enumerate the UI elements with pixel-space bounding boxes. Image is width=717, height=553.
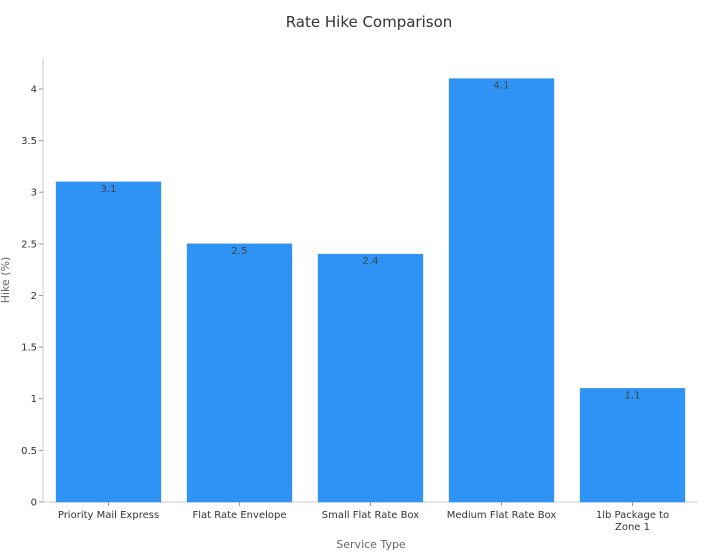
x-tick-label: Priority Mail Express bbox=[58, 510, 159, 521]
data-label: 2.5 bbox=[232, 246, 248, 257]
x-tick-label: Small Flat Rate Box bbox=[322, 510, 419, 521]
x-tick-label: Flat Rate Envelope bbox=[193, 510, 287, 521]
data-label: 3.1 bbox=[101, 184, 117, 195]
y-tick-label: 3.5 bbox=[21, 136, 37, 147]
y-tick-label: 0 bbox=[31, 498, 37, 509]
chart-title: Rate Hike Comparison bbox=[286, 13, 453, 31]
bar bbox=[186, 243, 293, 503]
y-tick-label: 3 bbox=[31, 188, 37, 199]
x-tick-label-line: 1lb Package to bbox=[596, 510, 669, 521]
x-tick-label-line: Medium Flat Rate Box bbox=[447, 510, 557, 521]
y-tick-labels-group: 0 0.5 1 1.5 2 2.5 3 3.5 4 bbox=[21, 84, 43, 509]
data-labels-group: 3.1 2.5 2.4 4.1 1.1 bbox=[101, 81, 641, 402]
y-tick-label: 1.5 bbox=[21, 343, 37, 354]
data-label: 4.1 bbox=[494, 81, 510, 92]
x-tick-labels-group: Priority Mail Express Flat Rate Envelope S… bbox=[58, 502, 669, 533]
y-tick-label: 0.5 bbox=[21, 446, 37, 457]
x-axis-title: Service Type bbox=[336, 538, 406, 551]
bar bbox=[579, 388, 686, 503]
y-axis-title: Hike (%) bbox=[0, 257, 12, 304]
y-tick-label: 2.5 bbox=[21, 239, 37, 250]
bar bbox=[317, 253, 424, 503]
data-label: 1.1 bbox=[625, 390, 641, 401]
bar bbox=[55, 181, 162, 503]
data-label: 2.4 bbox=[363, 256, 379, 267]
x-tick-label: Medium Flat Rate Box bbox=[447, 510, 557, 521]
x-tick-label-line: Zone 1 bbox=[615, 522, 650, 533]
bars-group bbox=[55, 78, 686, 503]
y-tick-label: 4 bbox=[31, 84, 37, 95]
bar bbox=[448, 78, 555, 503]
y-tick-label: 2 bbox=[31, 291, 37, 302]
x-tick-label: 1lb Package to Zone 1 bbox=[596, 510, 669, 533]
x-tick-label-line: Small Flat Rate Box bbox=[322, 510, 419, 521]
x-tick-label-line: Priority Mail Express bbox=[58, 510, 159, 521]
y-tick-label: 1 bbox=[31, 394, 37, 405]
x-tick-label-line: Flat Rate Envelope bbox=[193, 510, 287, 521]
